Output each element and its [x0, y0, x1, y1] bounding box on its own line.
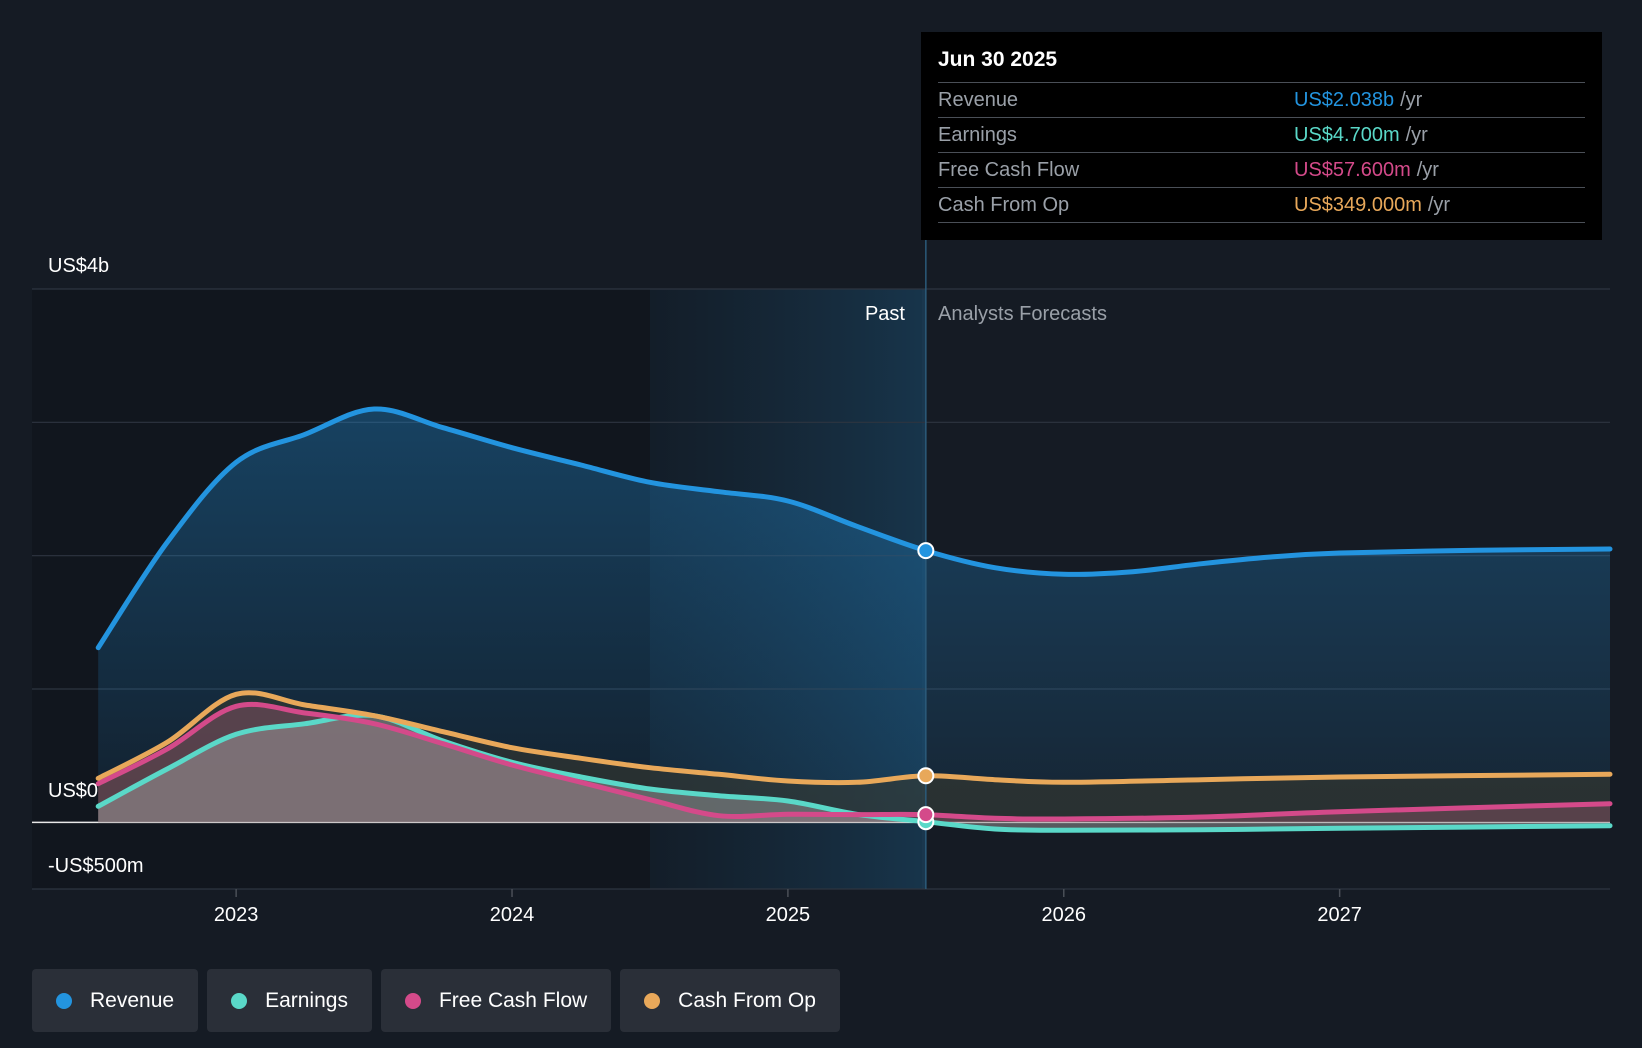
x-tick-label: 2027	[1317, 904, 1362, 926]
x-tick-label: 2025	[766, 904, 811, 926]
series-areas	[98, 408, 1611, 831]
legend-item-revenue[interactable]: Revenue	[32, 969, 199, 1032]
line-free-cash-flow	[95, 701, 1613, 822]
tooltip-row-name: Earnings	[938, 124, 1017, 146]
legend-dot-icon	[56, 992, 72, 1009]
tooltip-row-revenue: Revenue US$2.038b/yr	[938, 83, 1585, 118]
x-tick-label: 2024	[490, 904, 535, 926]
tooltip-row-fcf: Free Cash Flow US$57.600m/yr	[938, 153, 1585, 188]
line-revenue	[95, 406, 1613, 651]
tooltip-row-name: Revenue	[938, 89, 1019, 111]
tooltip-row-earnings: Earnings US$4.700m/yr	[938, 118, 1585, 153]
line-earnings	[95, 712, 1613, 833]
tooltip-row-cfo: Cash From Op US$349.000m/yr	[938, 188, 1585, 223]
area-revenue	[98, 408, 1611, 823]
series-markers	[917, 542, 935, 831]
marker-free-cash-flow	[917, 806, 935, 824]
tooltip-row-name: Cash From Op	[938, 194, 1070, 216]
y-label-bottom: -US$500m	[48, 855, 144, 877]
marker-cash-from-op	[917, 767, 935, 785]
forecast-label: Analysts Forecasts	[938, 303, 1107, 325]
chart-canvas: 2023 2024 2025 2026 2027 US$4b US$0 -US$500m…	[32, 240, 1613, 926]
x-axis-ticks: 2023 2024 2025 2026 2027	[214, 889, 1362, 926]
area-free-cash-flow	[98, 704, 1611, 823]
area-earnings	[98, 715, 1611, 831]
past-label: Past	[865, 303, 905, 325]
tooltip: Jun 30 2025 Revenue US$2.038b/yr Earning…	[921, 32, 1602, 240]
tooltip-row-value: US$2.038b/yr	[1294, 89, 1423, 111]
legend-dot-icon	[644, 992, 661, 1009]
series-lines	[95, 406, 1613, 833]
area-cash-from-op	[98, 692, 1611, 823]
legend: Revenue Earnings Free Cash Flow Cash Fro…	[32, 969, 840, 1032]
legend-label: Free Cash Flow	[438, 988, 588, 1012]
marker-revenue	[917, 542, 935, 560]
tooltip-row-value: US$349.000m/yr	[1294, 194, 1451, 216]
legend-item-earnings[interactable]: Earnings	[207, 969, 372, 1032]
legend-dot-icon	[231, 992, 248, 1009]
legend-label: Earnings	[265, 988, 348, 1012]
legend-dot-icon	[404, 992, 421, 1009]
legend-item-free-cash-flow[interactable]: Free Cash Flow	[380, 969, 612, 1032]
legend-label: Revenue	[90, 988, 175, 1012]
y-label-zero: US$0	[48, 780, 98, 802]
x-tick-label: 2023	[214, 904, 259, 926]
tooltip-row-name: Free Cash Flow	[938, 159, 1080, 181]
y-label-top: US$4b	[48, 255, 109, 277]
legend-label: Cash From Op	[678, 988, 816, 1012]
line-cash-from-op	[95, 690, 1613, 786]
tooltip-row-value: US$57.600m/yr	[1294, 159, 1439, 181]
tooltip-date: Jun 30 2025	[938, 46, 1585, 83]
legend-item-cash-from-op[interactable]: Cash From Op	[620, 969, 840, 1032]
tooltip-row-value: US$4.700m/yr	[1294, 124, 1428, 146]
x-tick-label: 2026	[1042, 904, 1087, 926]
